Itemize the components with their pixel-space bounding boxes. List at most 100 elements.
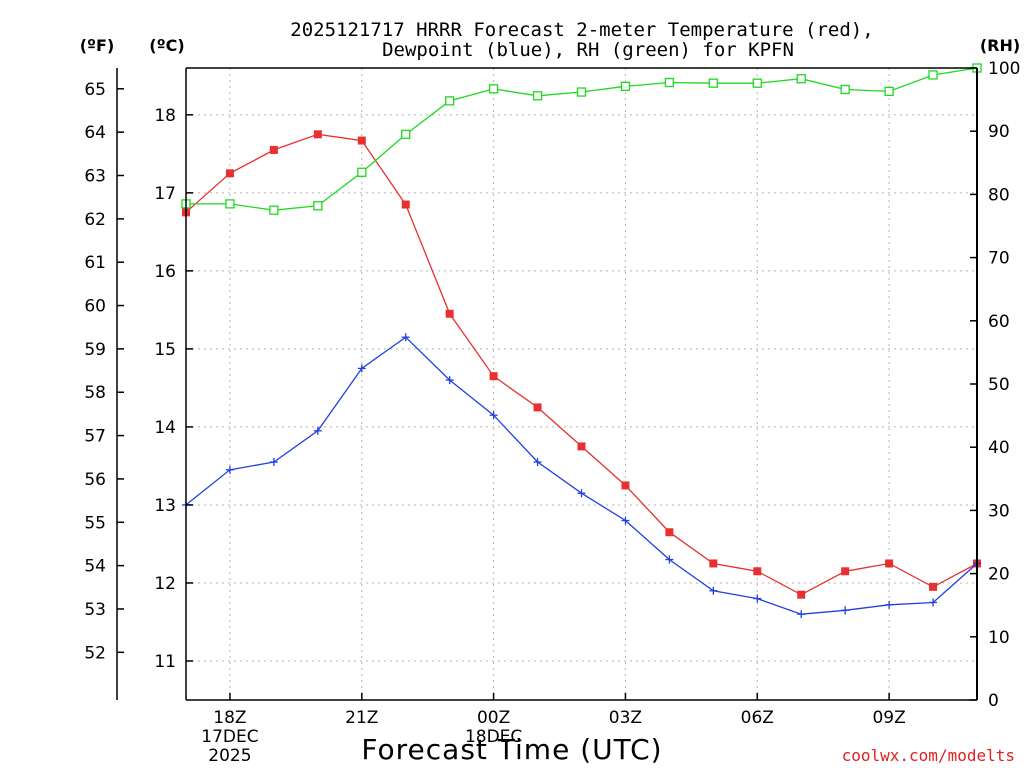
- celsius-tick-label: 16: [154, 262, 176, 282]
- rh-tick-label: 30: [988, 501, 1010, 521]
- date-tick-label: 18DEC: [465, 727, 522, 747]
- dewpoint-point: [929, 598, 938, 607]
- rh-tick-label: 0: [988, 691, 999, 711]
- year-tick-label: 2025: [208, 746, 251, 766]
- fahrenheit-tick-label: 56: [84, 470, 106, 490]
- chart-title-line1: 2025121717 HRRR Forecast 2-meter Tempera…: [290, 19, 873, 41]
- fahrenheit-unit-label: (ºF): [80, 36, 115, 55]
- temperature-point: [797, 590, 806, 599]
- temperature-point: [577, 442, 586, 451]
- chart-title-line2: Dewpoint (blue), RH (green) for KPFN: [382, 39, 794, 61]
- temperature-point: [401, 200, 410, 209]
- temperature-point: [929, 582, 938, 591]
- rh-point: [445, 96, 455, 106]
- celsius-tick-label: 12: [154, 574, 176, 594]
- rh-unit-label: (RH): [980, 36, 1020, 55]
- rh-point: [225, 199, 235, 209]
- dewpoint-point: [577, 489, 586, 498]
- dewpoint-point: [709, 586, 718, 595]
- rh-tick-label: 90: [988, 122, 1010, 142]
- dewpoint-point: [225, 465, 234, 474]
- rh-point: [269, 205, 279, 215]
- rh-point: [488, 84, 499, 94]
- temperature-point: [709, 559, 718, 568]
- time-tick-label: 21Z: [345, 708, 378, 728]
- dewpoint-point: [313, 426, 322, 435]
- fahrenheit-tick-label: 55: [84, 513, 106, 533]
- rh-point: [313, 201, 323, 211]
- dewpoint-point: [269, 458, 278, 467]
- temperature-point: [445, 309, 454, 318]
- fahrenheit-tick-label: 58: [84, 383, 106, 403]
- temperature-point: [489, 372, 498, 381]
- rh-point: [752, 78, 762, 88]
- dewpoint-point: [357, 364, 366, 373]
- dewpoint-point: [885, 600, 894, 609]
- dewpoint-point: [621, 516, 630, 525]
- rh-point: [532, 91, 543, 101]
- rh-tick-label: 60: [988, 312, 1010, 332]
- dewpoint-point: [489, 411, 498, 420]
- time-tick-label: 00Z: [477, 708, 510, 728]
- celsius-tick-label: 18: [154, 106, 176, 126]
- fahrenheit-tick-label: 63: [84, 167, 106, 187]
- fahrenheit-tick-label: 62: [84, 210, 106, 230]
- dewpoint-point: [533, 458, 542, 467]
- rh-tick-label: 10: [988, 628, 1010, 648]
- grid-lines: [186, 68, 977, 700]
- rh-tick-label: 50: [988, 375, 1010, 395]
- time-tick-label: 09Z: [872, 708, 905, 728]
- fahrenheit-tick-label: 52: [84, 643, 106, 663]
- celsius-unit-label: (ºC): [149, 36, 184, 55]
- dewpoint-point: [797, 610, 806, 619]
- rh-point: [884, 86, 894, 97]
- time-tick-label: 18Z: [213, 708, 246, 728]
- date-tick-label: 17DEC: [201, 727, 258, 747]
- axis-labels: 11 12 13 14 15 16 17 18 52 53 54 55 56 57 58 59 60 61 62 63…: [84, 59, 1020, 766]
- rh-point: [796, 74, 806, 84]
- celsius-tick-label: 13: [154, 496, 176, 516]
- rh-point: [840, 84, 850, 95]
- temperature-point: [621, 481, 630, 490]
- x-axis-title: Forecast Time (UTC): [361, 733, 662, 766]
- temperature-point: [225, 169, 234, 178]
- dewpoint-point: [445, 376, 454, 385]
- rh-tick-label: 40: [988, 438, 1010, 458]
- dewpoint-line: [185, 336, 978, 615]
- celsius-tick-label: 11: [154, 652, 176, 672]
- rh-tick-label: 70: [988, 249, 1010, 269]
- fahrenheit-tick-label: 65: [84, 80, 106, 100]
- rh-tick-label: 20: [988, 565, 1010, 585]
- rh-tick-label: 100: [988, 59, 1020, 79]
- credit-link[interactable]: coolwx.com/modelts: [842, 746, 1015, 765]
- temperature-point: [357, 136, 366, 145]
- dewpoint-point: [401, 333, 410, 342]
- temperature-point: [665, 528, 674, 537]
- fahrenheit-tick-label: 59: [84, 340, 106, 360]
- fahrenheit-tick-label: 53: [84, 600, 106, 620]
- temperature-point: [885, 559, 894, 568]
- rh-tick-label: 80: [988, 185, 1010, 205]
- temperature-point: [841, 567, 850, 576]
- time-tick-label: 06Z: [741, 708, 774, 728]
- time-tick-label: 03Z: [609, 708, 642, 728]
- fahrenheit-tick-label: 57: [84, 427, 106, 447]
- rh-point: [664, 77, 675, 88]
- temperature-point: [533, 403, 542, 412]
- dewpoint-point: [665, 555, 674, 564]
- rh-point: [576, 87, 587, 97]
- temperature-line: [185, 133, 978, 596]
- rh-point: [620, 81, 631, 91]
- fahrenheit-tick-label: 61: [84, 253, 106, 273]
- celsius-tick-label: 14: [154, 418, 176, 438]
- series-lines: [181, 63, 982, 619]
- dewpoint-point: [841, 606, 850, 615]
- rh-point: [357, 167, 367, 177]
- fahrenheit-tick-label: 60: [84, 297, 106, 317]
- rh-point: [928, 70, 938, 80]
- fahrenheit-tick-label: 64: [84, 123, 106, 143]
- rh-point: [401, 129, 411, 140]
- celsius-tick-label: 15: [154, 340, 176, 360]
- fahrenheit-tick-label: 54: [84, 557, 106, 577]
- temperature-point: [313, 130, 322, 139]
